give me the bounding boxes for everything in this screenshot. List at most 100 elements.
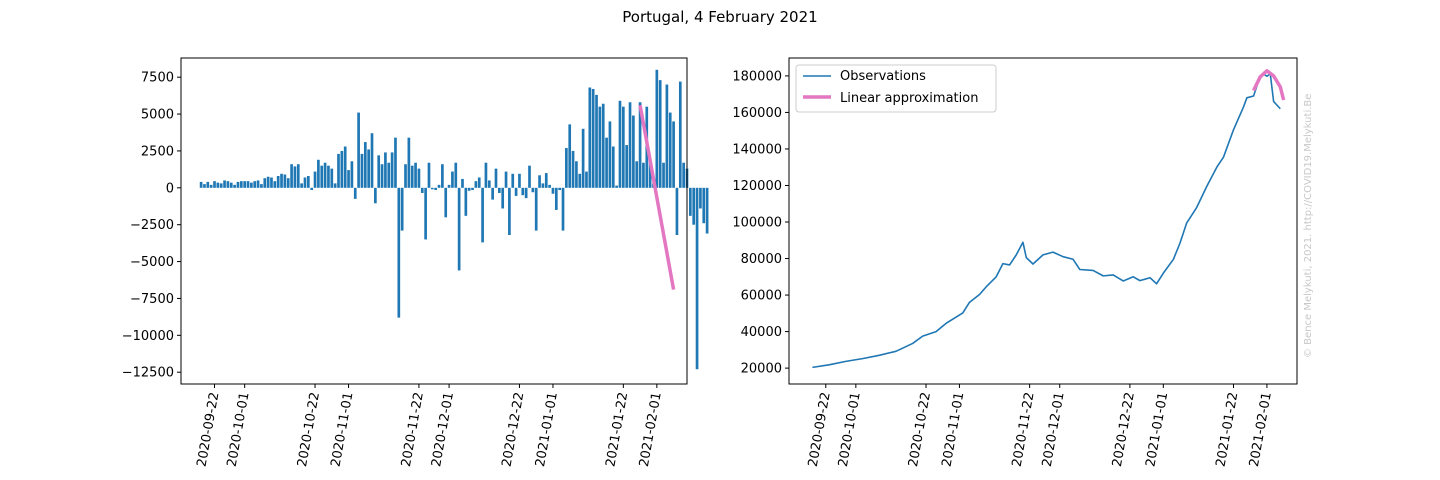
bar	[662, 162, 665, 188]
bar	[283, 174, 287, 188]
approximation-series	[638, 104, 676, 290]
left-y-axis: 7500 5000 2500 0 −2500 −5000 −7500 −10000 −12500	[122, 71, 181, 381]
bar	[581, 128, 585, 188]
bar	[642, 162, 645, 188]
bar	[357, 112, 360, 188]
bar	[682, 162, 685, 188]
bar	[350, 161, 354, 188]
bar	[203, 184, 206, 188]
bar	[239, 181, 243, 188]
right-x-tick-label: 2021-01-22	[1214, 391, 1242, 468]
bar	[404, 164, 407, 188]
bar	[461, 178, 464, 188]
right-x-tick-label: 2020-09-22	[806, 391, 834, 468]
bar	[363, 142, 367, 188]
bar	[521, 187, 525, 196]
bar	[534, 187, 538, 231]
left-x-tick-label: 2020-10-22	[295, 391, 323, 468]
left-x-tick-label: 2020-09-22	[195, 391, 223, 468]
bar	[471, 187, 474, 191]
legend-approximation-label: Linear approximation	[840, 91, 978, 106]
bar	[621, 106, 625, 188]
left-x-tick-label: 2020-11-22	[399, 391, 427, 468]
linear-approximation-line	[1251, 69, 1286, 101]
bar	[598, 106, 602, 188]
bar	[695, 187, 699, 370]
bar	[226, 181, 230, 188]
right-y-tick-label: 140000	[732, 142, 782, 157]
bar	[477, 177, 481, 188]
bar	[343, 146, 347, 188]
bar	[233, 184, 236, 188]
right-y-axis: 20000 40000 60000 80000 100000 120000 140000 16…	[732, 69, 789, 377]
left-y-tick-label: −5000	[130, 255, 174, 270]
bar	[601, 103, 605, 188]
bar	[689, 187, 692, 216]
bar	[665, 84, 669, 188]
bar	[568, 124, 572, 188]
bar	[320, 165, 324, 188]
bar	[300, 183, 303, 188]
bar	[330, 168, 334, 188]
bar	[219, 183, 223, 188]
legend: Observations Linear approximation	[795, 64, 997, 113]
bar	[394, 137, 397, 188]
bar	[333, 183, 337, 188]
right-y-tick-label: 120000	[732, 179, 782, 194]
left-y-tick-label: −10000	[122, 329, 174, 344]
bar	[286, 178, 290, 188]
bar	[464, 187, 468, 216]
bar	[571, 150, 575, 188]
bar	[618, 100, 622, 188]
right-x-tick-label: 2020-10-01	[836, 391, 864, 468]
left-y-tick-label: 5000	[141, 108, 174, 123]
bar	[565, 147, 568, 188]
bar	[424, 187, 427, 240]
bar	[199, 181, 203, 188]
bar-series	[199, 69, 709, 370]
bar	[400, 187, 404, 231]
bar	[548, 184, 551, 188]
bar	[417, 168, 421, 188]
bar	[498, 187, 501, 193]
bar	[658, 80, 662, 188]
bar	[340, 150, 344, 188]
bar	[457, 187, 461, 271]
line-series	[812, 69, 1286, 369]
bar	[434, 187, 438, 191]
bar	[692, 187, 696, 225]
left-x-tick-label: 2020-12-01	[429, 391, 457, 468]
bar	[317, 159, 320, 188]
bar	[420, 187, 424, 193]
bar	[494, 168, 498, 188]
bar	[605, 137, 608, 188]
bar	[206, 181, 210, 188]
copyright-watermark: © Bence Melykuti, 2021. http://COVID19.M…	[1303, 94, 1314, 358]
bar	[588, 87, 592, 188]
right-y-tick-label: 60000	[741, 289, 782, 304]
bar	[451, 171, 454, 188]
bar	[213, 181, 216, 188]
bar	[514, 187, 518, 196]
observations-line	[812, 72, 1281, 369]
bar	[216, 182, 220, 188]
bar	[370, 133, 374, 188]
left-x-tick-label: 2020-12-22	[499, 391, 527, 468]
bar	[672, 121, 675, 188]
bar	[675, 187, 679, 236]
bar	[296, 164, 300, 188]
bar	[266, 176, 270, 188]
bar	[531, 187, 535, 193]
bar	[699, 187, 702, 209]
left-x-axis: 2020-09-22 2020-10-01 2020-10-22 2020-11-01…	[195, 384, 665, 468]
right-x-tick-label: 2020-12-01	[1040, 391, 1068, 468]
left-y-tick-label: 0	[166, 181, 174, 196]
bar	[444, 187, 448, 218]
bar	[504, 171, 508, 188]
left-y-tick-label: −12500	[122, 366, 174, 381]
bar	[229, 182, 233, 188]
bar	[575, 161, 578, 188]
bar	[437, 184, 441, 188]
bar	[367, 149, 370, 188]
